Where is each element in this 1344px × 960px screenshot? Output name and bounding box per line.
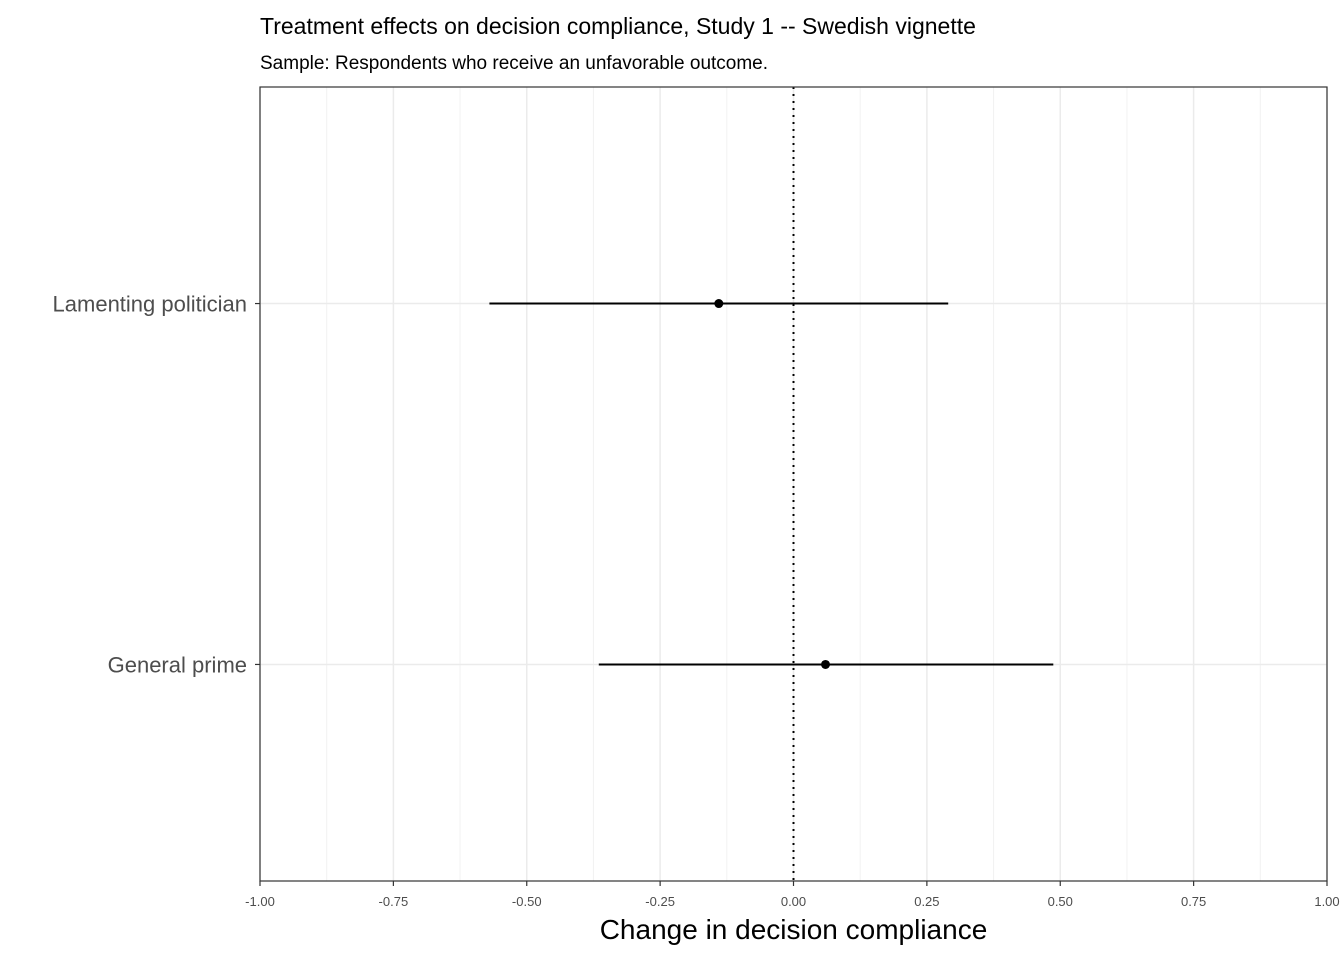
plot-area: -1.00 -0.75 -0.50 -0.25 0.00 0.25 0.50 0.75 1.00…: [53, 86, 1340, 909]
x-tick-label: -0.75: [379, 894, 409, 909]
estimate-group: [489, 299, 949, 309]
x-tick-label: -0.50: [512, 894, 542, 909]
x-tick-label: 0.50: [1048, 894, 1073, 909]
x-tick-label: -1.00: [245, 894, 275, 909]
x-tick-label: 0.00: [781, 894, 806, 909]
y-tick-label: General prime: [108, 652, 247, 677]
point-estimate: [821, 659, 831, 669]
x-tick-label: 0.25: [914, 894, 939, 909]
chart-subtitle: Sample: Respondents who receive an unfav…: [260, 53, 768, 74]
y-tick-label: Lamenting politician: [53, 292, 247, 317]
estimate-group: [598, 659, 1054, 669]
x-axis-title: Change in decision compliance: [600, 914, 988, 945]
chart-title: Treatment effects on decision compliance…: [260, 13, 976, 39]
x-tick-label: 0.75: [1181, 894, 1206, 909]
x-tick-label: 1.00: [1314, 894, 1339, 909]
point-estimate: [714, 299, 724, 309]
x-tick-label: -0.25: [645, 894, 675, 909]
